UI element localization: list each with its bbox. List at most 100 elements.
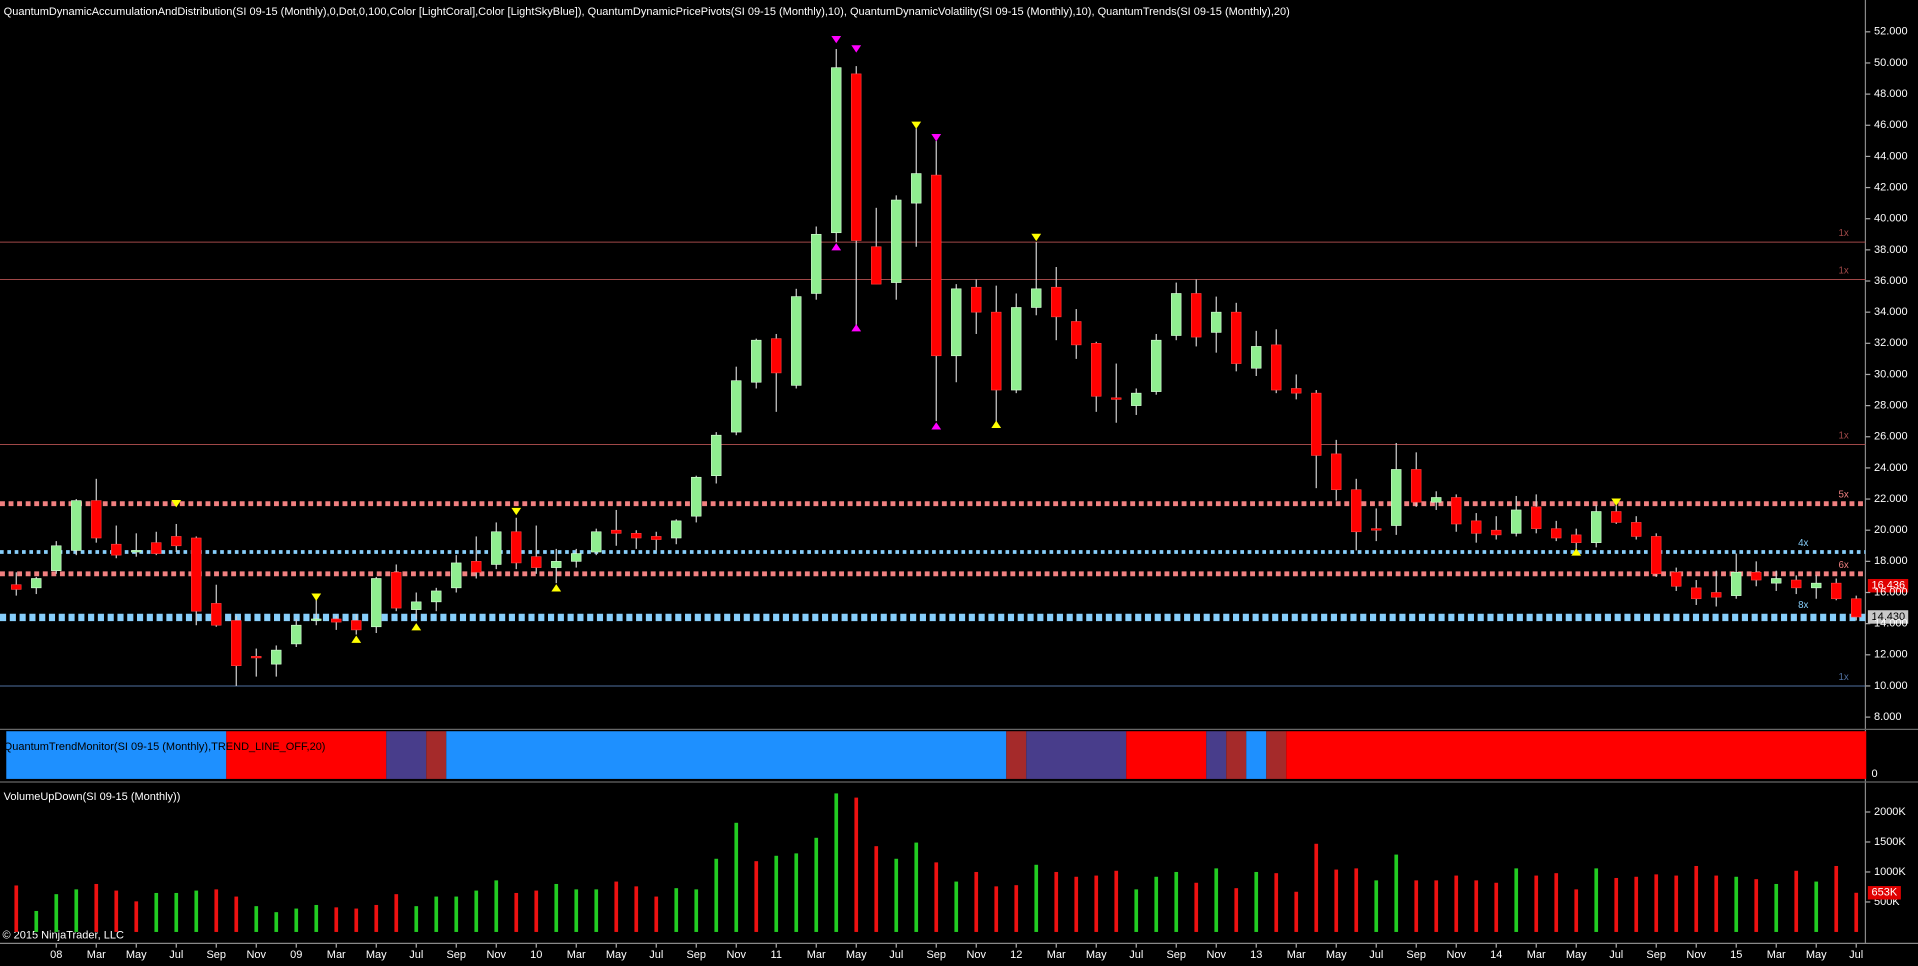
x-tick-label: May (1086, 949, 1107, 961)
volume-bar (1454, 875, 1459, 932)
x-tick-label: Mar (1527, 949, 1546, 961)
volume-bar (654, 896, 659, 932)
volume-bar (1674, 875, 1679, 932)
trend-segment (1246, 731, 1267, 779)
candle-body (1771, 578, 1782, 584)
x-tick-label: Nov (1686, 949, 1706, 961)
volume-bar (1214, 868, 1219, 932)
volume-bar (1314, 843, 1319, 932)
x-tick-label: Sep (1646, 949, 1666, 961)
volume-bar (1494, 882, 1499, 932)
candle-body (511, 531, 522, 564)
trend-segment (6, 731, 227, 779)
candle-body (851, 73, 862, 241)
volume-bar (254, 906, 259, 932)
x-tick-label: Mar (1767, 949, 1786, 961)
volume-bar (454, 896, 459, 932)
x-tick-label: Mar (1047, 949, 1066, 961)
y-tick-label: 20.000 (1874, 524, 1908, 536)
trend-segment (1006, 731, 1027, 779)
y-tick-label: 36.000 (1874, 275, 1908, 287)
candle-body (831, 67, 842, 234)
pivot-marker (911, 121, 922, 129)
candle-body (1211, 311, 1222, 333)
volume-bar (434, 896, 439, 932)
overlays: 16.436 14.430 (171, 35, 1909, 643)
price-label-box (1867, 578, 1909, 593)
volume-bar (1854, 892, 1859, 932)
candle-body (991, 311, 1002, 391)
x-tick-label: Jul (1369, 949, 1383, 961)
volume-bar (1014, 885, 1019, 932)
candle-body (1171, 293, 1182, 336)
y-tick-label: 32.000 (1874, 337, 1908, 349)
level-label: 4x (1798, 538, 1808, 549)
candle-body (471, 561, 482, 573)
volume-bar (1774, 883, 1779, 932)
x-tick-label: Jul (889, 949, 903, 961)
y-tick-label: 24.000 (1874, 462, 1908, 474)
y-tick-label: 26.000 (1874, 431, 1908, 443)
volume-bar (274, 912, 279, 932)
candle-body (791, 296, 802, 386)
y-tick-label: 14.000 (1874, 618, 1908, 630)
volume-bar (54, 894, 59, 932)
candle-body (411, 601, 422, 610)
volume-bar (234, 896, 239, 932)
volume-bar (1174, 871, 1179, 932)
volume-bar (194, 890, 199, 932)
candle-body (1391, 469, 1402, 526)
trend-segment (1266, 731, 1287, 779)
candle-body (1431, 497, 1442, 503)
candle-body (1091, 343, 1102, 397)
candle-body (751, 339, 762, 383)
x-tick-label: Nov (726, 949, 746, 961)
volume-bar (294, 908, 299, 932)
volume-bar (1114, 870, 1119, 932)
y-tick-label: 30.000 (1874, 368, 1908, 380)
volume-bar (1274, 873, 1279, 932)
volume-bar (1514, 868, 1519, 932)
volume-bar (94, 883, 99, 932)
volume-bar (1354, 868, 1359, 932)
candle-body (911, 173, 922, 204)
candle-body (691, 476, 702, 517)
candle-body (171, 536, 182, 547)
candle-body (311, 618, 322, 621)
candle-body (1631, 522, 1642, 537)
candle-body (131, 550, 142, 553)
y-tick-label: 28.000 (1874, 400, 1908, 412)
y-tick-label: 46.000 (1874, 119, 1908, 131)
volume-bar (174, 892, 179, 932)
candle-body (1471, 520, 1482, 534)
x-tick-label: May (366, 949, 387, 961)
y-tick-label: 12.000 (1874, 649, 1908, 661)
candle-body (1451, 497, 1462, 525)
pivot-marker (511, 507, 522, 516)
volume-bar (414, 906, 419, 932)
volume-bar (14, 885, 19, 932)
candle-body (1491, 529, 1502, 536)
volume-bar (1754, 879, 1759, 932)
candle-body (1571, 534, 1582, 543)
level-label: 1x (1838, 265, 1848, 276)
volume-bar (1654, 874, 1659, 932)
volume-bar (1634, 876, 1639, 932)
candle-body (271, 649, 282, 665)
candle-body (31, 578, 42, 589)
candle-body (1551, 528, 1562, 539)
pivot-marker (311, 593, 322, 601)
candle-body (211, 603, 222, 626)
candle-body (1251, 346, 1262, 369)
x-tick-label: Mar (87, 949, 106, 961)
candle-body (631, 533, 642, 539)
x-tick-label: Sep (1166, 949, 1186, 961)
trend-title: QuantumTrendMonitor(SI 09-15 (Monthly),T… (4, 741, 326, 753)
candle-body (1651, 536, 1662, 575)
x-tick-label: Jul (649, 949, 663, 961)
candle-body (111, 543, 122, 556)
x-tick-label: 14 (1490, 949, 1502, 961)
candle-body (1071, 321, 1082, 346)
volume-bar (834, 793, 839, 932)
